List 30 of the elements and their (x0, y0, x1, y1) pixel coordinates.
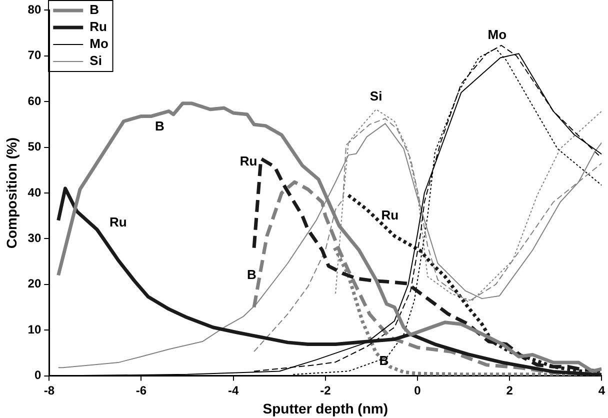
legend-label: Si (90, 53, 102, 68)
y-tick-label: 30 (28, 231, 42, 246)
y-tick-label: 70 (28, 48, 42, 62)
annotation: Si (370, 88, 382, 104)
y-tick-label: 0 (34, 368, 42, 382)
legend-label: Mo (90, 36, 108, 52)
y-axis-title: Composition (%) (3, 137, 20, 249)
x-tick-label: -2 (320, 383, 332, 398)
y-tick-label: 20 (28, 276, 42, 291)
x-tick-label: 2 (506, 383, 514, 398)
x-tick-label: -8 (44, 383, 55, 398)
x-tick-label: -6 (136, 383, 147, 398)
y-tick-label: 80 (28, 2, 42, 17)
annotation: B (379, 353, 389, 368)
x-axis-title: Sputter depth (nm) (262, 400, 388, 416)
y-tick-label: 50 (28, 140, 42, 154)
x-tick-label: 4 (598, 383, 606, 398)
x-tick-label: 0 (414, 383, 422, 398)
annotation: Ru (381, 207, 399, 222)
y-tick-label: 10 (28, 322, 42, 336)
x-tick-label: -4 (228, 383, 239, 398)
annotation: B (247, 266, 256, 282)
annotation: Ru (110, 214, 127, 230)
y-tick-label: 40 (28, 185, 42, 200)
legend-label: B (90, 2, 100, 18)
legend-label: Ru (90, 19, 108, 34)
annotation: B (154, 118, 164, 134)
annotation: Ru (240, 154, 258, 168)
y-tick-label: 60 (28, 94, 42, 108)
annotation: Mo (488, 26, 507, 42)
